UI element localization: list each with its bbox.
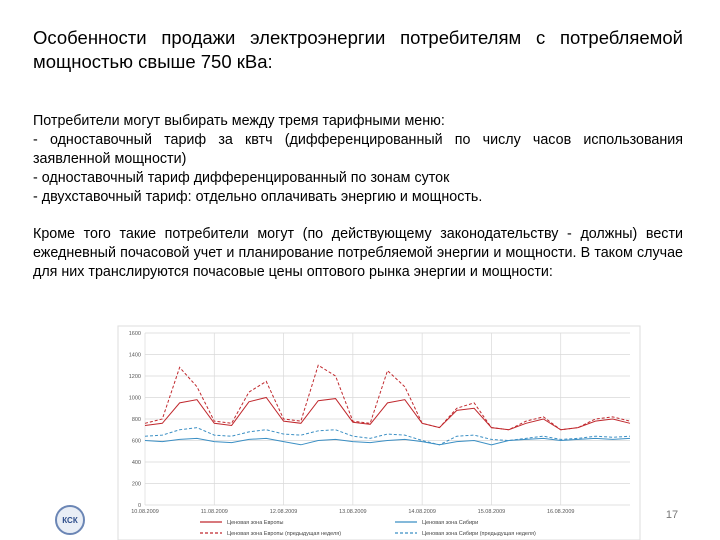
y-tick-label: 400 xyxy=(132,460,141,466)
option: - одноставочный тариф дифференцированный… xyxy=(33,170,450,186)
x-tick-label: 12.08.2009 xyxy=(270,509,298,515)
series-line xyxy=(144,364,631,431)
y-tick-label: 1000 xyxy=(129,396,141,402)
option: - одноставочный тариф за квтч (дифференц… xyxy=(33,132,683,167)
legend-label: Ценовая зона Сибири xyxy=(422,520,478,526)
legend-label: Ценовая зона Европы xyxy=(227,520,283,526)
x-tick-label: 10.08.2009 xyxy=(131,509,159,515)
slide-title: Особенности продажи электроэнергии потре… xyxy=(33,27,683,72)
y-tick-label: 0 xyxy=(138,503,141,509)
y-tick-label: 1200 xyxy=(129,374,141,380)
x-tick-label: 14.08.2009 xyxy=(408,509,436,515)
logo xyxy=(55,505,85,535)
x-tick-label: 16.08.2009 xyxy=(547,509,575,515)
y-tick-label: 600 xyxy=(132,439,141,445)
y-tick-label: 1400 xyxy=(129,353,141,359)
y-tick-label: 800 xyxy=(132,417,141,423)
x-tick-label: 11.08.2009 xyxy=(201,509,228,515)
y-tick-label: 1600 xyxy=(129,331,141,337)
page-number: 17 xyxy=(666,509,678,521)
slide-body: Потребители могут выбирать между тремя т… xyxy=(33,112,683,282)
x-tick-label: 13.08.2009 xyxy=(339,509,367,515)
option: - двухставочный тариф: отдельно оплачива… xyxy=(33,189,483,205)
paragraph: Кроме того такие потребители могут (по д… xyxy=(33,226,683,280)
legend-label: Ценовая зона Сибири (предыдущая неделя) xyxy=(422,531,536,537)
series-line xyxy=(144,437,631,446)
x-tick-label: 15.08.2009 xyxy=(478,509,506,515)
chart-frame xyxy=(117,325,641,540)
series-line xyxy=(144,396,631,431)
y-tick-label: 200 xyxy=(132,482,141,488)
logo-text: КСК xyxy=(62,516,78,525)
intro: Потребители могут выбирать между тремя т… xyxy=(33,113,445,129)
legend-label: Ценовая зона Европы (предыдущая неделя) xyxy=(227,531,341,537)
